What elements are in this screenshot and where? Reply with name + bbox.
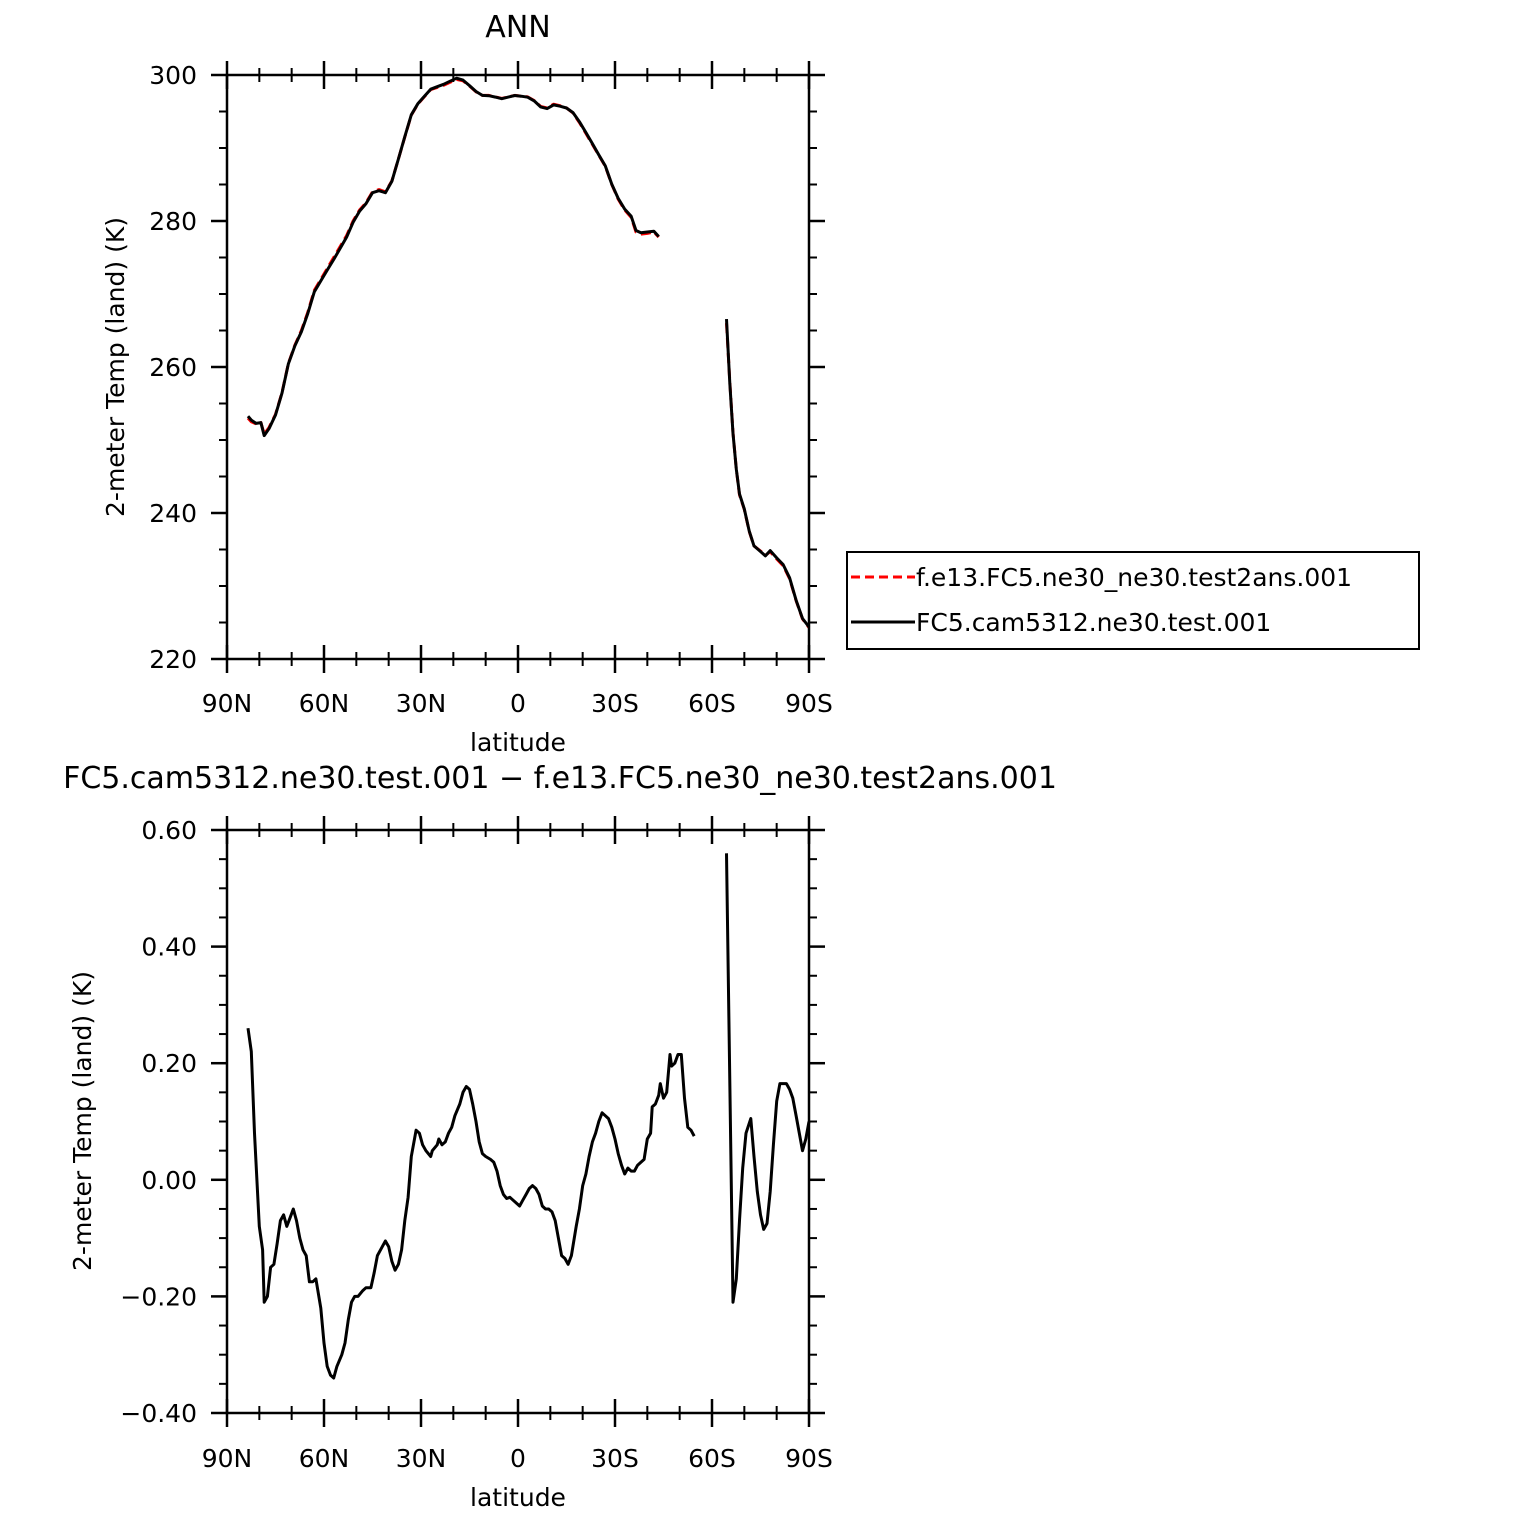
top-series-2-line-segment-1 [246, 76, 660, 438]
top-x-tick-label: 60S [688, 689, 736, 718]
bottom-y-tick-label: −0.40 [120, 1399, 197, 1428]
top-x-tick-label: 60N [299, 689, 350, 718]
top-y-tick-label: 220 [149, 645, 197, 674]
bottom-y-tick-label: 0.20 [141, 1049, 197, 1078]
bottom-y-tick-label: −0.20 [120, 1282, 197, 1311]
bottom-y-tick-label: 0.40 [141, 933, 197, 962]
top-plot-frame [225, 73, 811, 661]
bottom-x-tick-label: 30S [591, 1444, 639, 1473]
top-x-axis-title: latitude [470, 728, 566, 757]
top-y-tick-label: 280 [149, 207, 197, 236]
bottom-x-axis-title: latitude [470, 1483, 566, 1512]
bottom-plot-frame [225, 828, 811, 1415]
bottom-x-tick-label: 90S [785, 1444, 833, 1473]
top-plot-title: ANN [485, 10, 550, 45]
bottom-y-tick-label: 0.00 [141, 1166, 197, 1195]
top-x-tick-label: 90S [785, 689, 833, 718]
top-series-2-line-segment-2 [725, 319, 811, 628]
top-plot-series [246, 76, 811, 629]
bottom-x-tick-label: 0 [510, 1444, 526, 1473]
top-y-axis-title: 2-meter Temp (land) (K) [101, 217, 130, 517]
top-y-tick-label: 260 [149, 353, 197, 382]
bottom-axis-ticks: 90N 60N 30N 0 30S 60S 90S −0.40 −0.20 0.00 0.20 0.4… [120, 816, 833, 1473]
top-y-tick-label: 300 [149, 61, 197, 90]
legend-label-series-2: FC5.cam5312.ne30.test.001 [916, 608, 1271, 637]
top-x-tick-label: 0 [510, 689, 526, 718]
legend-label-series-1: f.e13.FC5.ne30_ne30.test2ans.001 [916, 563, 1352, 592]
bottom-series-1-line-segment-1 [246, 1027, 696, 1380]
top-panel: ANN 2-meter Temp (land) (K) latitude 90N… [101, 10, 833, 757]
bottom-plot-title: FC5.cam5312.ne30.test.001 − f.e13.FC5.ne… [63, 761, 1057, 796]
bottom-x-tick-label: 60S [688, 1444, 736, 1473]
bottom-series-1-line-segment-2 [725, 853, 811, 1304]
bottom-x-tick-label: 90N [202, 1444, 253, 1473]
bottom-panel: FC5.cam5312.ne30.test.001 − f.e13.FC5.ne… [63, 761, 1057, 1512]
bottom-x-tick-label: 60N [299, 1444, 350, 1473]
legend-box [846, 551, 1420, 650]
bottom-y-tick-label: 0.60 [141, 816, 197, 845]
bottom-x-tick-label: 30N [396, 1444, 447, 1473]
top-y-tick-label: 240 [149, 499, 197, 528]
legend: f.e13.FC5.ne30_ne30.test2ans.001 FC5.cam… [846, 551, 1420, 650]
bottom-plot-series [246, 853, 811, 1380]
top-x-tick-label: 30N [396, 689, 447, 718]
top-x-tick-label: 30S [591, 689, 639, 718]
bottom-y-axis-title: 2-meter Temp (land) (K) [68, 971, 97, 1271]
top-x-tick-label: 90N [202, 689, 253, 718]
